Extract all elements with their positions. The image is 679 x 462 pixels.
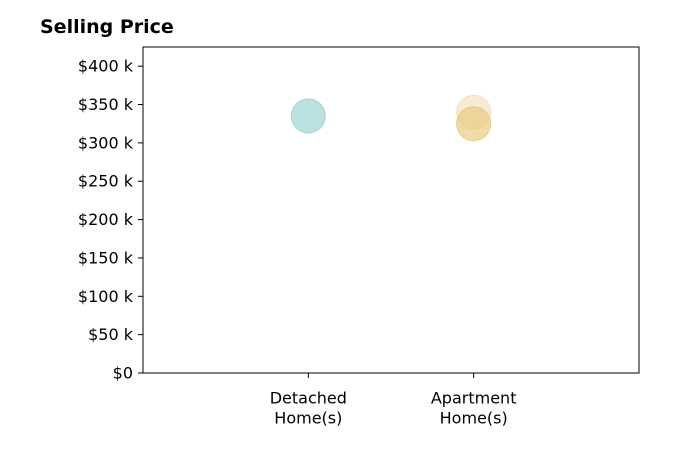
y-tick-label: $250 k bbox=[78, 172, 134, 191]
y-tick-label: $350 k bbox=[78, 95, 134, 114]
x-tick-label: Apartment Home(s) bbox=[431, 389, 517, 428]
data-point bbox=[456, 106, 492, 142]
y-tick-label: $200 k bbox=[78, 210, 134, 229]
chart-title: Selling Price bbox=[40, 16, 174, 38]
y-tick-label: $50 k bbox=[88, 325, 134, 344]
y-tick-label: $400 k bbox=[78, 57, 134, 76]
y-tick-label: $300 k bbox=[78, 133, 134, 152]
data-point bbox=[290, 98, 326, 134]
x-tick-label: Detached Home(s) bbox=[270, 389, 347, 428]
y-axis: $0 $50 k $100 k $150 k $200 k $250 k $300 k $35… bbox=[78, 57, 143, 383]
y-tick-label: $150 k bbox=[78, 248, 134, 267]
plot-area-frame bbox=[142, 46, 640, 374]
x-axis: Detached Home(s) Apartment Home(s) bbox=[270, 373, 517, 428]
data-points bbox=[290, 94, 492, 142]
y-tick-label: $0 bbox=[113, 364, 133, 383]
y-tick-label: $100 k bbox=[78, 287, 134, 306]
